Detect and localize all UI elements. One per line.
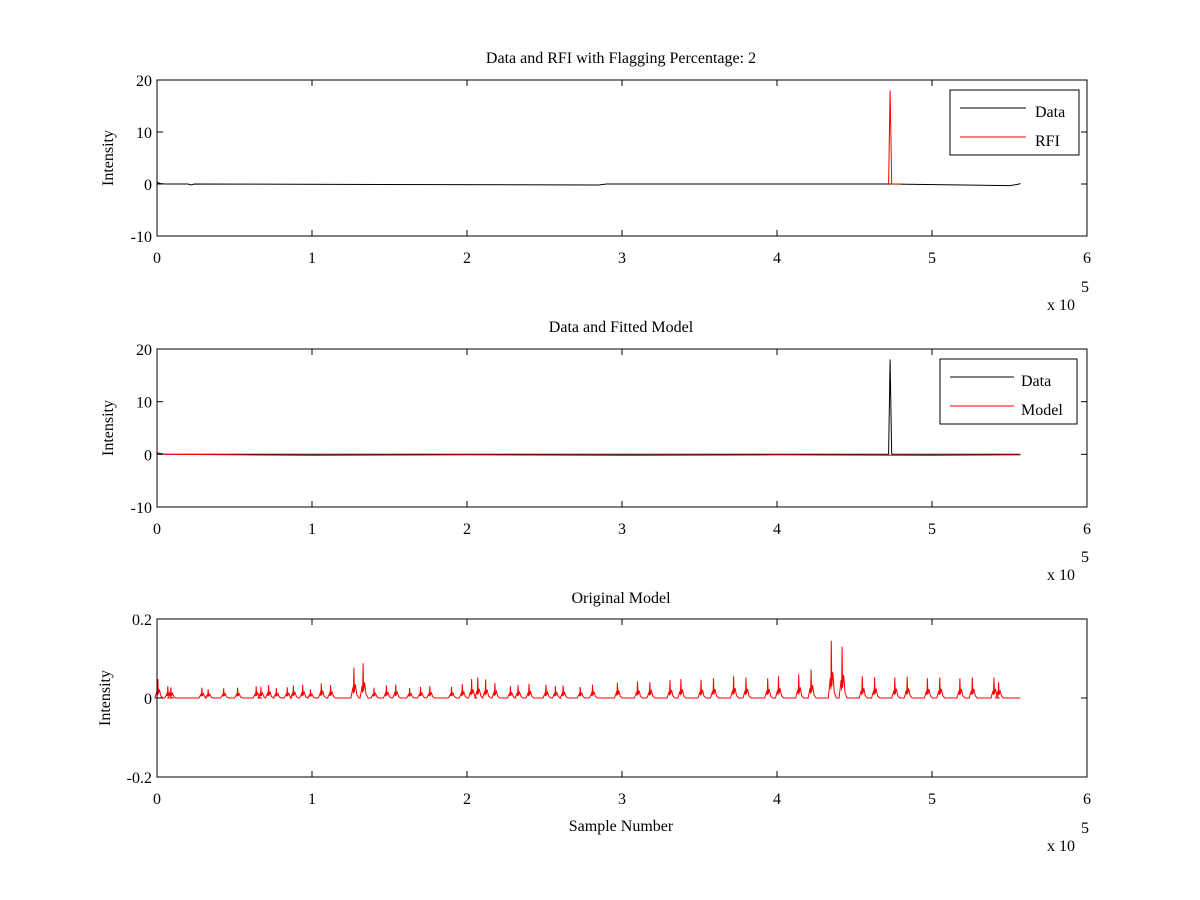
panel-3-xlabel: Sample Number (569, 818, 674, 835)
panel-1-series-rfi (888, 90, 901, 185)
panel-1-xticks: 0 1 2 3 4 5 6 (153, 80, 1091, 267)
panel-3-ytick-label: 0 (144, 691, 152, 708)
panel-3-xtick-label: 6 (1083, 791, 1091, 808)
panel-2-xtick-label: 2 (463, 521, 471, 538)
panel-2-xtick-label: 4 (773, 521, 781, 538)
panel-2-legend-label-data: Data (1021, 373, 1051, 390)
panel-1-legend-label-rfi: RFI (1035, 133, 1060, 150)
panel-3-x-exponent-base: x 10 (1047, 838, 1075, 855)
panel-2-ytick-label: 10 (136, 395, 152, 412)
panel-1-ytick-label: 10 (136, 125, 152, 142)
panel-1-xtick-label: 0 (153, 250, 161, 267)
panel-3-yticks: -0.2 0 0.2 (127, 612, 1087, 787)
panel-3-series-line-0 (154, 640, 1021, 699)
panel-2-series-model (156, 452, 1021, 456)
panel-3-xtick-label: 3 (618, 791, 626, 808)
panel-3-title: Original Model (571, 590, 671, 607)
panel-2-xtick-label: 1 (308, 521, 316, 538)
panel-2-xtick-label: 5 (928, 521, 936, 538)
panel-3-xticks: 0 1 2 3 4 5 6 (153, 619, 1091, 808)
panel-1-ylabel: Intensity (100, 130, 117, 186)
panel-1-yticks: -10 0 10 20 (131, 73, 1087, 246)
panel-2-plot-area (156, 359, 1021, 456)
panel-1-xtick-label: 1 (308, 250, 316, 267)
panel-1-ytick-label: -10 (131, 229, 152, 246)
panel-2-ytick-label: 0 (144, 447, 152, 464)
panel-1-xtick-label: 5 (928, 250, 936, 267)
panel-1-x-exponent-base: x 10 (1047, 297, 1075, 314)
panel-2-x-exponent-base: x 10 (1047, 567, 1075, 584)
panel-2-title: Data and Fitted Model (549, 319, 694, 336)
panel-1-ytick-label: 0 (144, 177, 152, 194)
panel-1-legend-label-data: Data (1035, 104, 1065, 121)
panel-1-ytick-label: 20 (136, 73, 152, 90)
panel-1-xtick-label: 4 (773, 250, 781, 267)
panel-3-ytick-label: 0.2 (132, 612, 152, 629)
panel-3-ylabel: Intensity (97, 670, 114, 726)
panel-2-ytick-label: 20 (136, 342, 152, 359)
panel-3-ytick-label: -0.2 (127, 770, 152, 787)
panel-3-plot-area (154, 640, 1021, 699)
panel-3-xtick-label: 2 (463, 791, 471, 808)
panel-1-series-data (156, 181, 1021, 187)
panel-1-title: Data and RFI with Flagging Percentage: 2 (486, 50, 756, 67)
panel-2-ytick-label: -10 (131, 500, 152, 517)
panel-3-xtick-label: 5 (928, 791, 936, 808)
panel-2-legend-label-model: Model (1021, 402, 1063, 419)
panel-2-ylabel: Intensity (100, 400, 117, 456)
panel-3-xtick-label: 4 (773, 791, 781, 808)
panel-2-xtick-label: 0 (153, 521, 161, 538)
panel-2-xticks: 0 1 2 3 4 5 6 (153, 349, 1091, 538)
panel-3-xtick-label: 0 (153, 791, 161, 808)
panel-2-xtick-label: 3 (618, 521, 626, 538)
panel-3-xtick-label: 1 (308, 791, 316, 808)
panel-1-plot-area (156, 90, 1021, 187)
panel-1-xtick-label: 6 (1083, 250, 1091, 267)
panel-1-legend-box (949, 89, 1080, 156)
panel-1-legend: Data RFI (949, 89, 1080, 156)
panel-2-xtick-label: 6 (1083, 521, 1091, 538)
panel-2-legend-box (939, 358, 1078, 425)
panel-3-x-exponent-power: 5 (1081, 820, 1089, 837)
panel-1: Data and RFI with Flagging Percentage: 2… (100, 50, 1091, 314)
panel-1-xtick-label: 3 (618, 250, 626, 267)
panel-2-yticks: -10 0 10 20 (131, 342, 1087, 517)
panel-2-legend: Data Model (939, 358, 1078, 425)
panel-1-xtick-label: 2 (463, 250, 471, 267)
panel-1-x-exponent-power: 5 (1081, 279, 1089, 296)
panel-2-x-exponent-power: 5 (1081, 549, 1089, 566)
